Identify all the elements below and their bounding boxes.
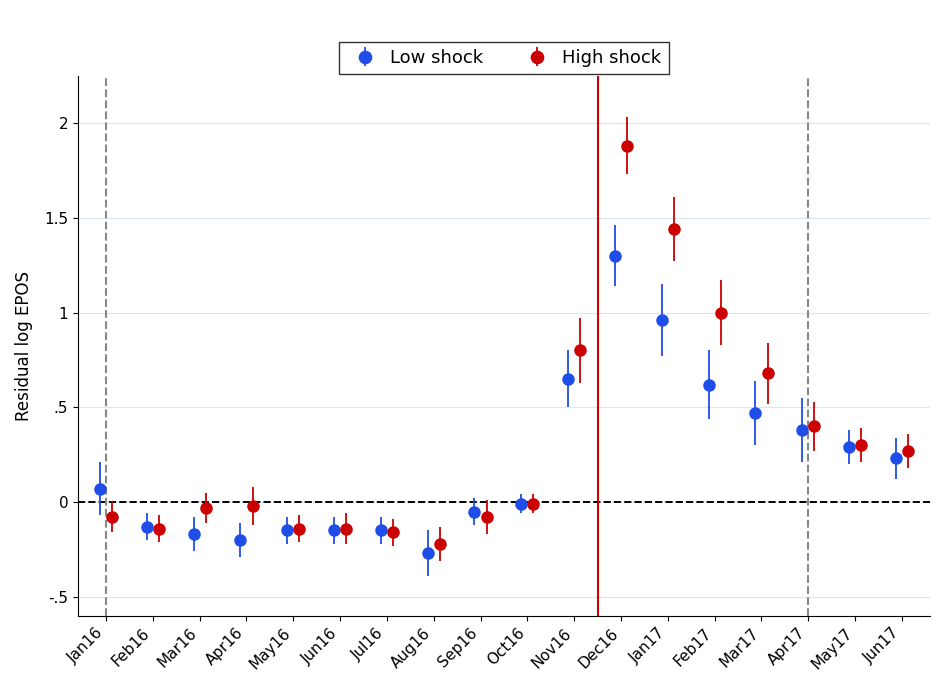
Y-axis label: Residual log EPOS: Residual log EPOS (15, 271, 33, 420)
Legend: Low shock, High shock: Low shock, High shock (339, 42, 668, 74)
